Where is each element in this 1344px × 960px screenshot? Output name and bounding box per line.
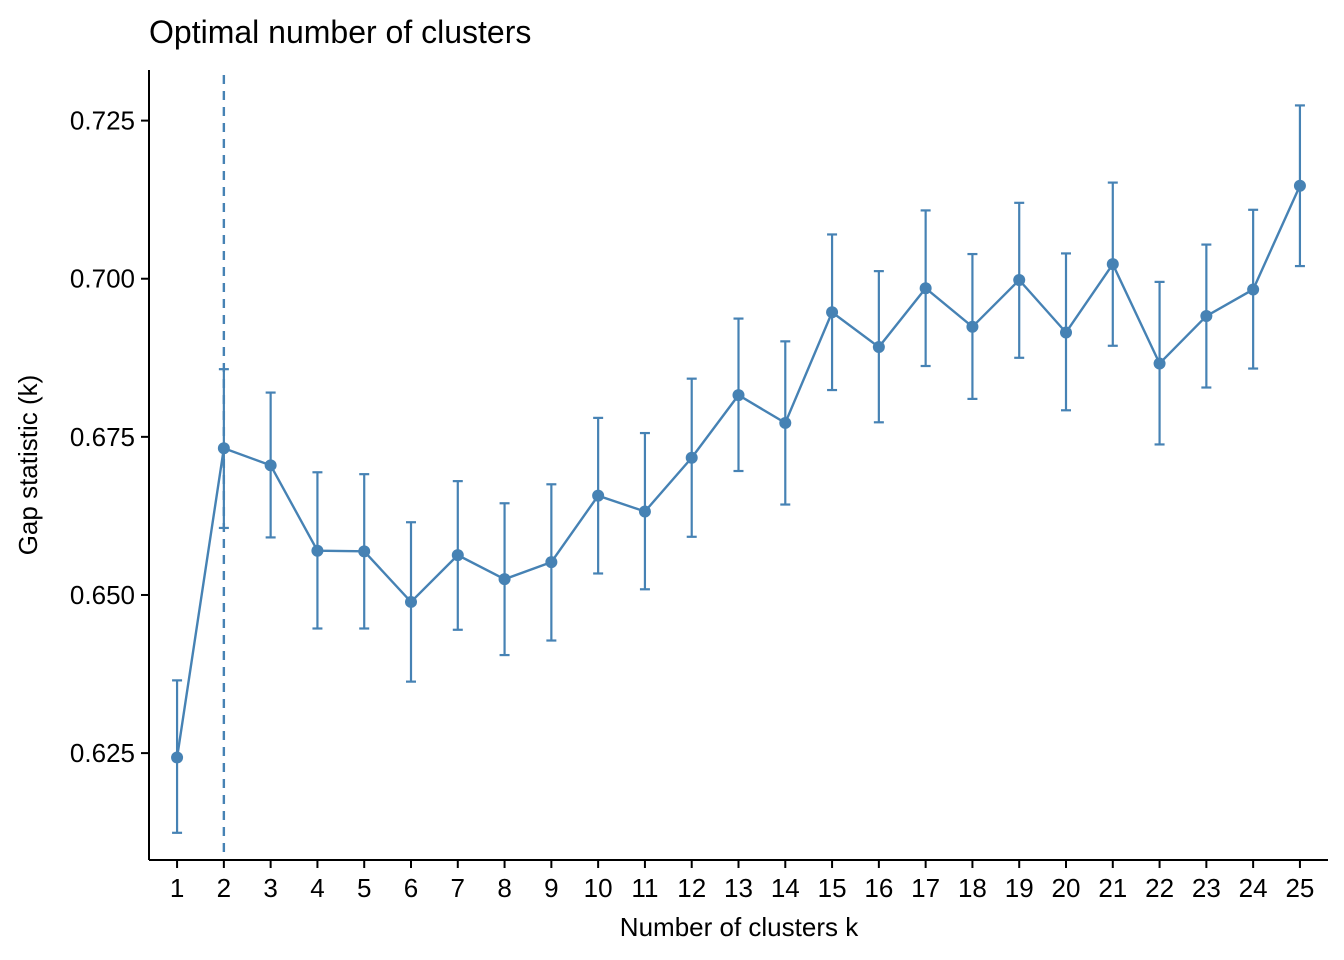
data-point <box>1060 326 1072 339</box>
data-point <box>638 505 651 518</box>
x-tick-label: 7 <box>451 873 465 903</box>
x-tick-label: 21 <box>1098 873 1127 903</box>
data-point <box>171 751 184 764</box>
y-tick-label: 0.700 <box>70 264 135 294</box>
x-axis-title: Number of clusters k <box>620 912 859 942</box>
data-point <box>966 320 979 333</box>
data-point <box>1153 357 1166 370</box>
x-tick-label: 8 <box>497 873 511 903</box>
x-tick-label: 16 <box>864 873 893 903</box>
data-point <box>311 544 324 557</box>
x-tick-label: 3 <box>263 873 277 903</box>
data-point <box>779 416 792 429</box>
data-point <box>545 556 558 569</box>
x-tick-label: 12 <box>677 873 706 903</box>
plot-area <box>171 75 1306 860</box>
y-axis-ticks: 0.625 0.650 0.675 0.700 0.725 <box>70 106 149 768</box>
x-tick-label: 24 <box>1239 873 1268 903</box>
data-point <box>872 341 885 354</box>
x-tick-label: 1 <box>170 873 184 903</box>
y-axis-title: Gap statistic (k) <box>13 375 43 556</box>
data-point <box>1013 273 1026 286</box>
x-tick-label: 9 <box>544 873 558 903</box>
data-point <box>1247 283 1260 296</box>
x-tick-label: 23 <box>1192 873 1221 903</box>
data-point <box>919 282 932 295</box>
x-tick-label: 13 <box>724 873 753 903</box>
y-tick-label: 0.675 <box>70 422 135 452</box>
x-tick-label: 11 <box>631 873 658 903</box>
data-point <box>405 595 417 608</box>
x-tick-label: 10 <box>584 873 613 903</box>
data-point <box>826 306 839 319</box>
data-point <box>498 573 511 586</box>
y-tick-label: 0.650 <box>70 580 135 610</box>
data-point <box>264 459 277 472</box>
y-tick-label: 0.725 <box>70 106 135 136</box>
data-point <box>732 389 745 402</box>
x-axis-ticks: 1 2 3 4 5 6 7 8 9 10 11 12 13 14 15 16 17 18 19 20 21 22 23 24 2… <box>170 860 1314 903</box>
x-tick-label: 17 <box>911 873 940 903</box>
data-point <box>1200 310 1213 323</box>
x-tick-label: 20 <box>1052 873 1081 903</box>
x-tick-label: 22 <box>1145 873 1174 903</box>
x-tick-label: 6 <box>404 873 418 903</box>
data-point <box>358 545 371 558</box>
y-tick-label: 0.625 <box>70 738 135 768</box>
x-tick-label: 2 <box>217 873 231 903</box>
data-point <box>592 489 605 502</box>
x-tick-label: 19 <box>1005 873 1034 903</box>
x-tick-label: 18 <box>958 873 987 903</box>
data-point <box>451 549 464 562</box>
x-tick-label: 4 <box>310 873 324 903</box>
x-tick-label: 5 <box>357 873 371 903</box>
x-tick-label: 15 <box>818 873 847 903</box>
data-point <box>217 442 230 455</box>
chart-title: Optimal number of clusters <box>149 14 531 50</box>
x-tick-label: 25 <box>1285 873 1314 903</box>
data-point <box>1293 179 1306 192</box>
data-point <box>685 451 698 464</box>
x-tick-label: 14 <box>771 873 800 903</box>
data-point <box>1106 258 1119 271</box>
